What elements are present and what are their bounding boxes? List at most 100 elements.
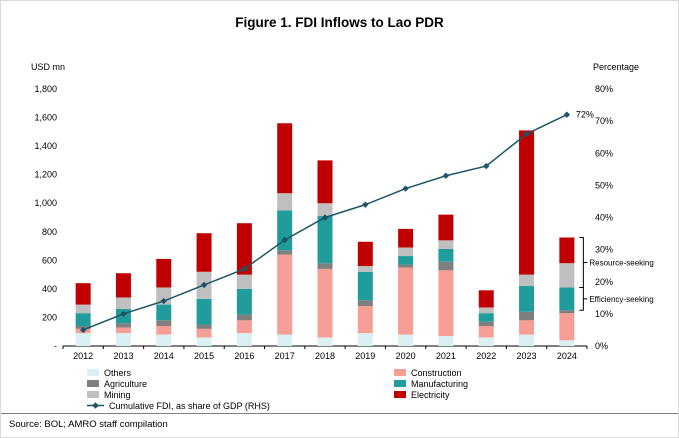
bar-segment-manufacturing [559,287,575,311]
bar-segment-construction [357,306,373,334]
bar-segment-construction [559,313,575,341]
legend-swatch-electricity [394,391,406,398]
bar-segment-manufacturing [478,313,494,322]
bar-segment-electricity [115,273,131,298]
line-end-value-label: 72% [576,110,594,120]
bar-segment-mining [559,263,575,288]
right-axis-tick-label: 80% [595,84,613,94]
bar-segment-others [156,334,172,346]
legend-swatch-mining [87,391,99,398]
bar-segment-electricity [156,258,172,288]
right-axis-tick-label: 40% [595,213,613,223]
legend-swatch-agriculture [87,380,99,387]
bar-segment-manufacturing [75,313,91,327]
bar-segment-manufacturing [438,248,454,262]
bar-segment-mining [357,266,373,272]
right-axis-tick-label: 30% [595,245,613,255]
line-marker-diamond [483,162,490,170]
x-axis-year-label: 2015 [194,351,214,361]
legend-label-manufacturing: Manufacturing [411,378,469,389]
line-marker-diamond [79,326,87,334]
bar-segment-electricity [277,123,293,194]
bar-segment-construction [519,320,535,335]
bar-segment-others [115,333,131,346]
right-axis-tick-label: 60% [595,148,613,158]
bar-segment-others [236,333,252,346]
bar-segment-mining [317,203,333,217]
legend-label-construction: Construction [411,367,462,378]
left-axis-tick-label: 1,400 [34,141,57,151]
bar-segment-mining [115,297,131,309]
bar-segment-mining [277,193,293,211]
line-marker-diamond [563,111,571,118]
x-axis-year-label: 2020 [396,351,416,361]
legend-line-marker-icon [87,401,104,410]
bar-segment-electricity [438,214,454,241]
bar-segment-mining [398,247,414,257]
line-marker-diamond [200,281,208,289]
x-axis-year-label: 2014 [154,351,174,361]
right-axis-tick-label: 50% [595,180,613,190]
source-note: Source: BOL; AMRO staff compilation [1,413,678,437]
bar-segment-construction [317,268,333,338]
line-marker-diamond [120,310,127,318]
x-axis-year-label: 2021 [436,351,456,361]
bar-segment-construction [398,267,414,335]
x-axis-year-label: 2024 [557,351,577,361]
legend-label-agriculture: Agriculture [104,378,148,389]
x-axis-year-label: 2023 [517,351,537,361]
right-axis-title: Percentage [593,62,640,72]
left-axis-tick-label: 600 [42,255,57,265]
bar-segment-manufacturing [357,271,373,301]
bar-segment-construction [156,326,172,335]
bar-segment-others [519,334,535,346]
legend-swatch-others [87,369,99,376]
bar-segment-electricity [398,228,414,248]
bar-segment-construction [478,326,494,338]
legend-label-electricity: Electricity [411,389,450,400]
bar-segment-mining [236,274,252,289]
bar-segment-manufacturing [236,288,252,315]
x-axis-year-label: 2019 [355,351,375,361]
line-marker-diamond [241,265,248,273]
legend-label-cumulative-fdi-as-share-of-gdp-rhs: Cumulative FDI, as share of GDP (RHS) [109,400,270,411]
legend-column-0: Others Agriculture Mining Cumulative FDI, a… [87,367,270,411]
bar-segment-construction [196,328,212,338]
line-marker-diamond [160,297,167,305]
bar-segment-manufacturing [398,256,414,265]
left-axis-tick-label: 1,800 [34,84,57,94]
bracket-label-efficiency-seeking: Efficiency-seeking [589,295,653,304]
bracket-resource-seeking [579,236,588,288]
legend-item-manufacturing: Manufacturing [394,378,468,389]
x-axis-year-label: 2018 [315,351,335,361]
left-axis-tick-label: 400 [42,284,57,294]
legend-label-others: Others [104,367,132,378]
bar-segment-agriculture [398,264,414,268]
bar-segment-construction [115,327,131,334]
bar-segment-electricity [236,223,252,275]
bar-segment-others [196,337,212,346]
line-marker-diamond [402,185,409,192]
bar-segment-others [478,337,494,346]
bar-segment-mining [478,307,494,314]
bar-segment-others [277,334,293,346]
bracket-efficiency-seeking [579,286,588,311]
line-marker-diamond [362,201,369,208]
bar-segment-electricity [357,241,373,267]
bar-segment-electricity [75,283,91,305]
chart-legend: Others Agriculture Mining Cumulative FDI, a… [1,367,678,413]
legend-item-construction: Construction [394,367,468,378]
line-marker-diamond [281,236,288,244]
legend-item-others: Others [87,367,270,378]
bar-segment-electricity [317,160,333,204]
legend-column-1: Construction Manufacturing Electricity [394,367,468,400]
legend-swatch-construction [394,369,406,376]
bar-segment-electricity [478,290,494,308]
left-axis-tick-label: 200 [42,312,57,322]
x-axis-year-label: 2022 [476,351,496,361]
legend-item-cumulative-fdi-as-share-of-gdp-rhs: Cumulative FDI, as share of GDP (RHS) [87,400,270,411]
legend-item-mining: Mining [87,389,270,400]
figure-title: Figure 1. FDI Inflows to Lao PDR [235,15,444,30]
